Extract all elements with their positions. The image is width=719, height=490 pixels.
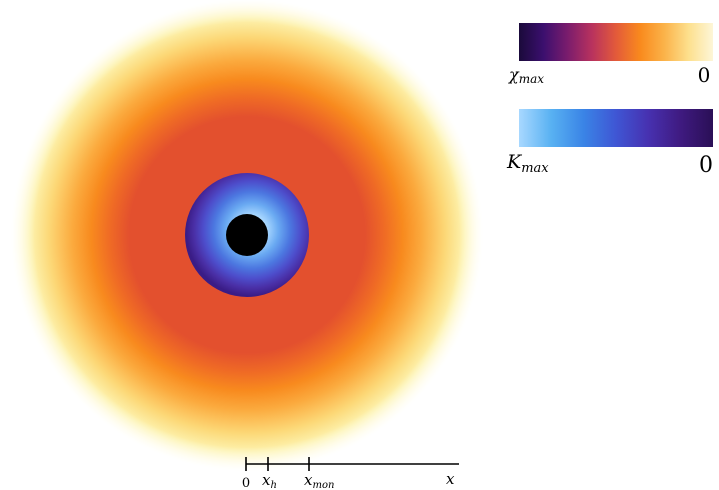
k-colorbar: Kmax 0 <box>506 109 713 178</box>
tick-label-xmon: xmon <box>304 471 334 490</box>
k-colorbar-label: Kmax <box>506 151 549 176</box>
tick-label-xh: xh <box>262 471 277 490</box>
chi-colorbar-bar <box>519 23 713 61</box>
k-colorbar-bar <box>519 109 713 147</box>
chi-colorbar-label: χmax <box>508 65 544 86</box>
black-hole-core <box>226 214 268 256</box>
chi-colorbar: χmax 0 <box>508 23 713 87</box>
tick-label-0: 0 <box>242 476 250 490</box>
axis-end-label: x <box>446 470 455 488</box>
radial-axis: 0 xh xmon x <box>242 457 459 490</box>
k-colorbar-end-value: 0 <box>699 153 713 178</box>
chi-colorbar-end-value: 0 <box>698 63 711 87</box>
radial-map <box>11 0 483 471</box>
